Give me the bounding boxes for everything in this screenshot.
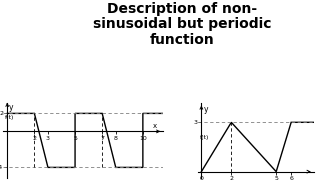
Text: f(t): f(t) [200, 135, 209, 140]
Text: f(t): f(t) [4, 114, 14, 120]
Text: y: y [204, 105, 208, 114]
Text: x: x [153, 123, 157, 129]
Text: y: y [9, 103, 13, 112]
Text: Description of non-
sinusoidal but periodic
function: Description of non- sinusoidal but perio… [93, 2, 272, 47]
